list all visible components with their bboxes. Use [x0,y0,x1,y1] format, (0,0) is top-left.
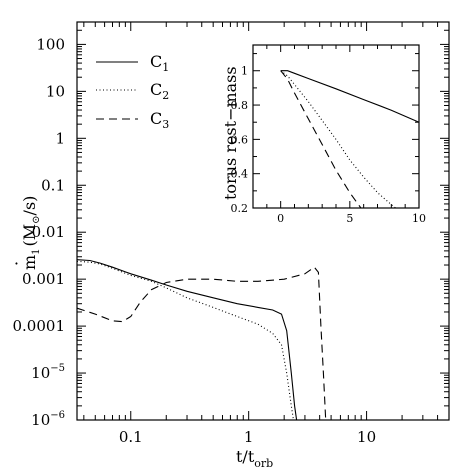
legend-label-c2-name: C [150,80,162,99]
x-tick-label: 10 [357,428,376,446]
inset-plot: 0 5 10 0.2 0.4 0.6 0.8 1 torus rest−mass [221,44,426,225]
x-axis-title: t/torb [236,447,273,470]
inset-series-group [280,70,420,209]
inset-y-tick-label: 0.4 [231,168,249,181]
legend-label-c1: C1 [150,52,169,74]
y-axis-title: m1(M⊙/s) · [7,196,42,270]
y-axis-title-m: m [20,255,39,270]
y-axis-title-sun: ⊙ [31,215,42,223]
y-tick-label: 10−6 [31,410,65,429]
series-line-c1 [76,259,298,421]
main-series-group [76,259,327,421]
y-tick-label: 100 [36,35,65,53]
x-tick-label: 1 [244,428,254,446]
legend-label-c3: C3 [150,109,169,131]
inset-x-tick-label: 5 [346,212,353,225]
legend-label-c3-sub: 3 [162,118,169,131]
y-axis-title-sub: 1 [31,248,42,254]
y-axis-title-dot: · [7,261,26,266]
inset-y-tick-label: 0.6 [231,133,249,146]
inset-y-tick-label: 1 [241,65,248,78]
inset-y-tick-label: 0.2 [231,202,249,215]
legend-label-c1-sub: 1 [162,61,169,74]
inset-axis-ticks: 0 5 10 0.2 0.4 0.6 0.8 1 [231,45,426,225]
y-axis-title-unit: (M [20,224,39,247]
inset-y-tick-label: 0.8 [231,99,249,112]
y-tick-label: 0.001 [22,270,65,288]
inset-x-tick-label: 10 [412,212,426,225]
legend-label-c2-sub: 2 [162,89,169,102]
legend-label-c3-name: C [150,109,162,128]
legend-label-c2: C2 [150,80,169,102]
y-tick-label: 1 [55,129,65,147]
y-tick-label: 0.0001 [13,317,66,335]
inset-series-line-c3 [280,70,362,209]
svg-text:m1(M⊙/s): m1(M⊙/s) [20,196,42,270]
main-plot-frame [76,21,450,421]
x-axis-title-main: t/t [236,447,255,466]
inset-series-line-c1 [280,70,420,123]
y-axis-title-end: /s) [20,196,39,216]
y-tick-label: 10−5 [31,363,65,382]
y-tick-label: 0.01 [32,223,65,241]
x-axis-title-sub: orb [254,457,273,470]
y-tick-label: 10 [46,82,65,100]
series-line-c2 [76,260,295,421]
inset-plot-background [253,45,419,208]
legend-label-c1-name: C [150,52,162,71]
legend: C1 C2 C3 [96,52,169,131]
y-tick-label: 0.1 [41,176,65,194]
inset-x-tick-label: 0 [277,212,284,225]
inset-y-axis-title: torus rest−mass [221,66,240,200]
x-tick-label: 0.1 [119,428,143,446]
series-line-c3 [76,266,327,421]
